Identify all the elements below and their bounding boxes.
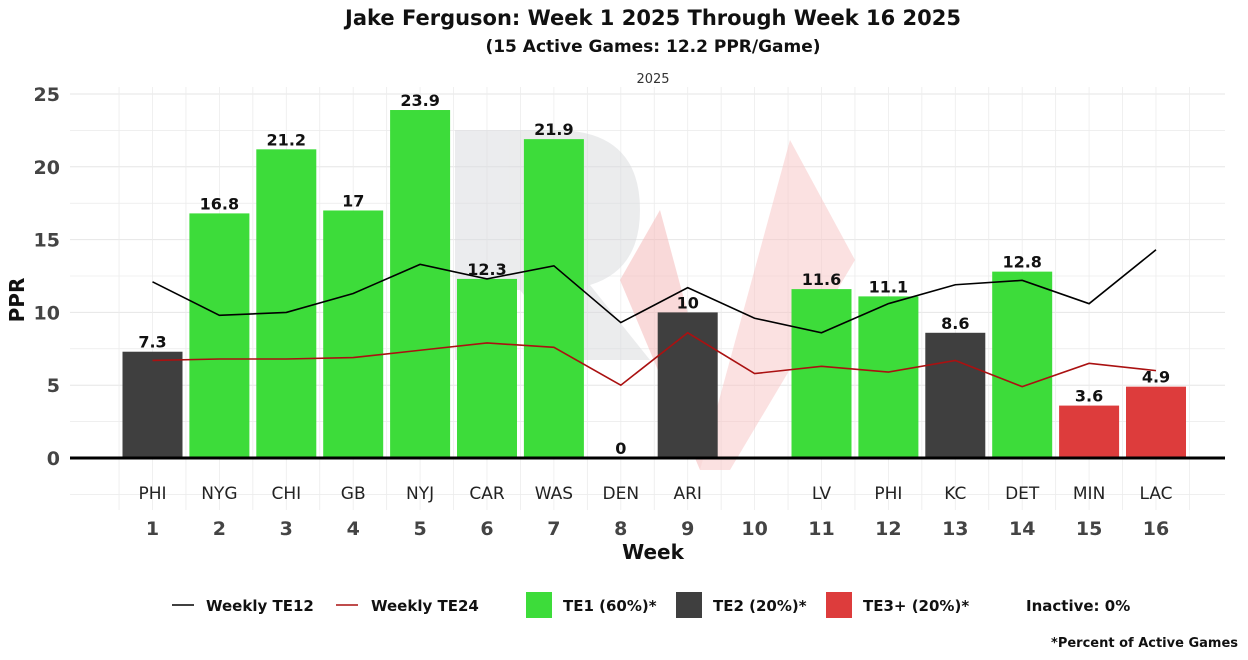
- x-tick-label: 2: [213, 518, 226, 540]
- x-tick-label: 1: [146, 518, 159, 540]
- x-tick-label: 13: [942, 518, 968, 540]
- data-label: 17: [342, 191, 364, 210]
- x-tick-label: 15: [1076, 518, 1102, 540]
- y-tick-label: 25: [34, 84, 60, 106]
- legend-te3-swatch: [826, 592, 852, 618]
- legend-te24-label: Weekly TE24: [371, 597, 479, 615]
- data-label: 21.9: [534, 120, 573, 139]
- y-tick-label: 10: [34, 302, 60, 324]
- y-tick-label: 5: [47, 375, 60, 397]
- x-axis-title: Week: [622, 540, 684, 564]
- opponent-label: CAR: [469, 484, 504, 504]
- bar: [323, 210, 384, 458]
- bar: [390, 110, 451, 459]
- opponent-label: PHI: [874, 484, 902, 504]
- x-tick-label: 6: [480, 518, 493, 540]
- x-tick-label: 4: [347, 518, 360, 540]
- data-labels-group: 7.3 16.8 21.2 17 23.9 12.3 21.9 0 10 11.6 11.1 8.6 1…: [138, 91, 1170, 458]
- y-axis-title: PPR: [5, 278, 29, 323]
- legend: Weekly TE12 Weekly TE24 TE1 (60%)* TE2 (…: [172, 592, 1130, 618]
- opponent-labels: PHI NYG CHI GB NYJ CAR WAS DEN ARI LV PHI KC DET MIN L…: [138, 484, 1172, 504]
- bar: [1126, 386, 1186, 458]
- facet-label: 2025: [636, 72, 669, 87]
- x-tick-label: 9: [681, 518, 694, 540]
- bar: [858, 296, 919, 458]
- opponent-label: MIN: [1073, 484, 1105, 504]
- y-tick-labels: 0 5 10 15 20 25: [34, 84, 60, 470]
- opponent-label: PHI: [138, 484, 166, 504]
- series-line: [152, 331, 1157, 388]
- legend-te2-swatch: [676, 592, 702, 618]
- legend-inactive-label: Inactive: 0%: [1026, 597, 1130, 615]
- data-label: 10: [677, 293, 699, 312]
- x-tick-labels: 1 2 3 4 5 6 7 8 9 10 11 12 13 14 15 16: [146, 518, 1169, 540]
- bar: [189, 213, 250, 458]
- bar: [925, 332, 986, 458]
- x-tick-label: 5: [413, 518, 426, 540]
- data-label: 4.9: [1142, 368, 1170, 387]
- legend-te1-swatch: [526, 592, 552, 618]
- x-tick-label: 7: [547, 518, 560, 540]
- chart-title: Jake Ferguson: Week 1 2025 Through Week …: [343, 6, 961, 30]
- opponent-label: NYG: [201, 484, 237, 504]
- y-tick-label: 15: [34, 230, 60, 252]
- lines-group: [152, 249, 1157, 388]
- x-tick-label: 11: [808, 518, 834, 540]
- bar: [122, 351, 183, 458]
- opponent-label: LAC: [1139, 484, 1172, 504]
- data-label: 3.6: [1075, 387, 1103, 406]
- bar: [1059, 405, 1120, 458]
- opponent-label: GB: [341, 484, 366, 504]
- opponent-label: WAS: [535, 484, 573, 504]
- data-label: 12.8: [1002, 253, 1041, 272]
- bar: [457, 278, 517, 458]
- footnote: *Percent of Active Games: [1051, 636, 1238, 651]
- chart-subtitle: (15 Active Games: 12.2 PPR/Game): [485, 37, 820, 57]
- opponent-label: KC: [944, 484, 966, 504]
- data-label: 21.2: [267, 130, 306, 149]
- opponent-label: CHI: [271, 484, 301, 504]
- data-label: 8.6: [941, 314, 969, 333]
- data-label: 0: [615, 439, 626, 458]
- x-tick-label: 16: [1143, 518, 1169, 540]
- x-tick-label: 12: [875, 518, 901, 540]
- x-tick-label: 3: [280, 518, 293, 540]
- data-label: 16.8: [200, 194, 239, 213]
- bars-group: [122, 110, 1186, 459]
- bar: [992, 271, 1053, 458]
- bar: [256, 149, 317, 458]
- bar: [657, 312, 718, 458]
- data-label: 12.3: [467, 260, 506, 279]
- legend-te12-label: Weekly TE12: [206, 597, 314, 615]
- data-label: 11.1: [869, 277, 908, 296]
- x-tick-label: 8: [614, 518, 627, 540]
- bar: [791, 289, 852, 458]
- legend-te3-label: TE3+ (20%)*: [863, 597, 969, 615]
- x-tick-label: 14: [1009, 518, 1035, 540]
- legend-te1-label: TE1 (60%)*: [563, 597, 657, 615]
- data-label: 11.6: [802, 270, 841, 289]
- opponent-label: LV: [812, 484, 832, 504]
- opponent-label: ARI: [673, 484, 701, 504]
- data-label: 7.3: [138, 333, 166, 352]
- bar: [523, 139, 584, 459]
- opponent-label: DEN: [603, 484, 640, 504]
- series-line: [152, 249, 1157, 334]
- y-tick-label: 20: [34, 157, 60, 179]
- x-tick-label: 10: [741, 518, 767, 540]
- opponent-label: NYJ: [406, 484, 434, 504]
- data-label: 23.9: [400, 91, 439, 110]
- y-tick-label: 0: [47, 448, 60, 470]
- opponent-label: DET: [1005, 484, 1040, 504]
- legend-te2-label: TE2 (20%)*: [713, 597, 807, 615]
